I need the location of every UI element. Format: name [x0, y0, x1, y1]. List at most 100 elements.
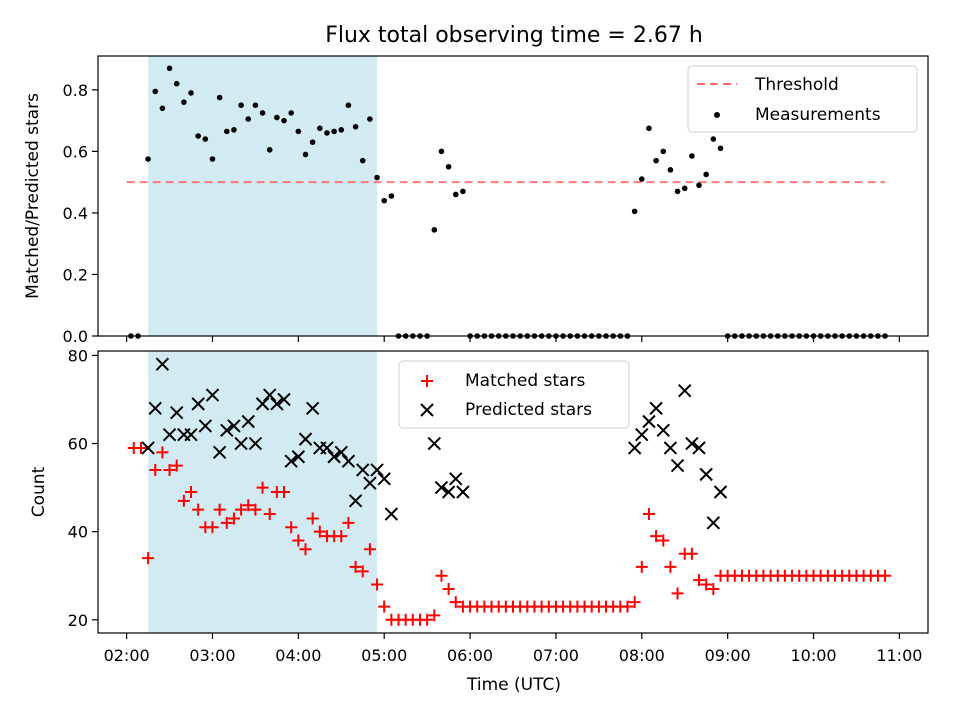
- measurement-point: [710, 136, 717, 142]
- matched-star-point: [356, 565, 369, 578]
- matched-star-point: [227, 512, 240, 525]
- predicted-star-point: [227, 419, 241, 433]
- predicted-star-point: [305, 401, 320, 415]
- matched-star-point: [192, 503, 205, 516]
- matched-star-point: [206, 521, 219, 534]
- measurement-point: [667, 167, 674, 173]
- measurement-point: [145, 156, 151, 162]
- x-tick-label: 11:00: [876, 646, 922, 665]
- predicted-star-point: [427, 436, 442, 451]
- bottom-legend-box: [398, 360, 630, 429]
- matched-star-point: [363, 543, 376, 556]
- measurement-point: [238, 102, 244, 109]
- measurement-point: [438, 148, 445, 155]
- measurement-point: [696, 182, 702, 189]
- measurement-point: [223, 128, 230, 135]
- predicted-stars-series: [141, 357, 728, 530]
- predicted-star-point: [291, 450, 306, 464]
- predicted-star-point: [670, 458, 685, 473]
- x-tick-label: 02:00: [104, 646, 150, 665]
- predicted-star-point: [284, 454, 298, 468]
- predicted-star-point: [298, 432, 313, 446]
- legend-matched-label: Matched stars: [465, 371, 585, 391]
- measurement-point: [195, 133, 201, 139]
- matched-star-point: [707, 582, 720, 595]
- measurement-point: [445, 163, 452, 170]
- predicted-star-point: [277, 392, 291, 407]
- measurement-point: [309, 139, 316, 145]
- y-tick-label: 0.8: [63, 81, 88, 100]
- y-tick-label: 0.4: [63, 204, 88, 223]
- predicted-star-point: [248, 436, 263, 451]
- measurement-point: [317, 125, 323, 132]
- predicted-star-point: [685, 436, 699, 451]
- predicted-star-point: [234, 436, 248, 451]
- measurement-point: [159, 105, 166, 112]
- measurement-point: [216, 94, 223, 101]
- predicted-star-point: [255, 397, 270, 411]
- predicted-star-point: [263, 388, 277, 402]
- matched-star-point: [235, 503, 248, 516]
- measurement-point: [460, 188, 466, 195]
- predicted-star-point: [363, 476, 377, 490]
- matched-star-point: [299, 543, 312, 556]
- matched-star-point: [185, 486, 198, 498]
- bottom-x-ticks: 02:00 03:00 04:00 05:00 06:00 07:00 08:00 09:00…: [104, 633, 922, 665]
- top-highlight-span: [148, 56, 378, 336]
- bottom-y-axis-label: Count: [29, 466, 49, 517]
- measurement-point: [359, 157, 366, 164]
- measurement-point: [345, 102, 352, 109]
- legend-measurements-swatch: [714, 112, 720, 118]
- x-tick-label: 04:00: [275, 646, 321, 665]
- measurement-point: [324, 130, 330, 136]
- measurement-point: [367, 116, 373, 122]
- matched-star-point: [700, 578, 713, 591]
- measurement-point: [388, 193, 395, 199]
- y-tick-label: 20: [68, 611, 88, 630]
- predicted-star-point: [642, 414, 656, 429]
- y-tick-label: 60: [68, 435, 88, 454]
- measurement-point: [266, 147, 273, 153]
- x-tick-label: 06:00: [447, 646, 493, 665]
- measurement-point: [631, 208, 638, 215]
- x-tick-label: 10:00: [790, 646, 836, 665]
- matched-star-point: [421, 613, 434, 626]
- predicted-star-point: [320, 441, 334, 455]
- y-tick-label: 0.6: [63, 142, 88, 161]
- measurement-point: [302, 151, 309, 158]
- matched-star-point: [449, 596, 462, 609]
- predicted-star-point: [692, 441, 706, 455]
- predicted-star-point: [341, 454, 356, 468]
- predicted-star-point: [327, 450, 341, 464]
- matched-star-point: [335, 530, 348, 543]
- measurement-point: [245, 116, 252, 122]
- matched-star-point: [621, 600, 634, 613]
- predicted-star-point: [370, 463, 384, 477]
- measurement-point: [653, 157, 659, 164]
- matched-star-point: [442, 582, 455, 595]
- measurement-point: [166, 65, 173, 72]
- matched-star-point: [664, 560, 677, 573]
- measurement-point: [209, 156, 216, 162]
- measurement-point: [281, 117, 287, 124]
- predicted-star-point: [184, 428, 198, 442]
- x-tick-label: 09:00: [705, 646, 751, 665]
- x-tick-label: 07:00: [533, 646, 579, 665]
- matched-star-point: [378, 600, 391, 613]
- predicted-star-point: [384, 507, 399, 521]
- matched-star-point: [142, 552, 155, 565]
- matched-star-point: [242, 499, 255, 512]
- predicted-star-point: [205, 388, 220, 402]
- measurement-point: [689, 153, 695, 159]
- measurement-point: [252, 102, 259, 109]
- matched-star-point: [263, 508, 276, 521]
- bottom-legend: Matched stars Predicted stars: [398, 360, 630, 429]
- predicted-star-point: [270, 397, 284, 411]
- predicted-star-point: [627, 441, 642, 455]
- matched-star-point: [177, 494, 190, 507]
- measurement-point: [638, 176, 645, 182]
- measurement-point: [331, 128, 337, 135]
- measurement-point: [181, 99, 187, 105]
